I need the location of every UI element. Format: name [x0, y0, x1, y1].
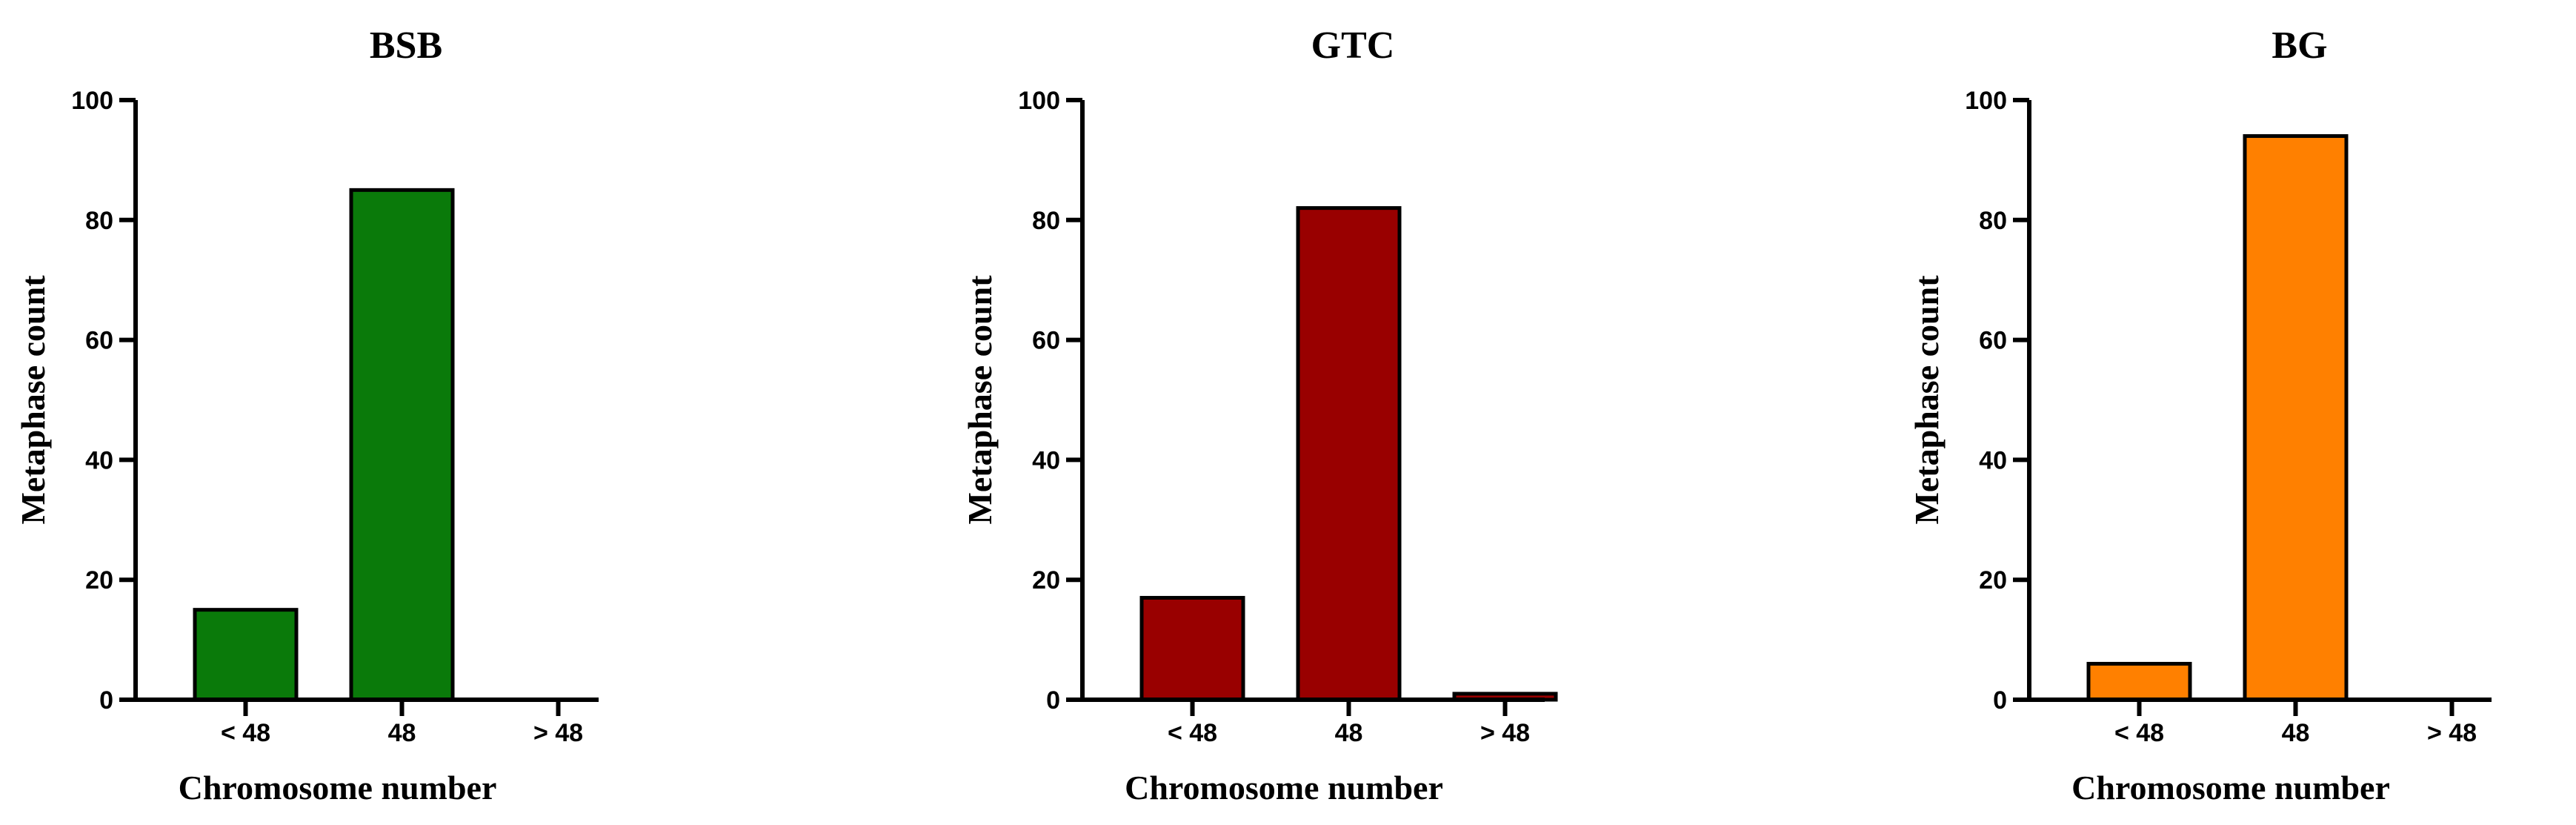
chart-title: BG: [2272, 24, 2327, 67]
y-tick-label: 80: [1979, 207, 2007, 235]
chart-title: GTC: [1311, 24, 1395, 67]
x-tick-label: > 48: [2427, 719, 2477, 747]
y-tick-label: 0: [99, 686, 113, 715]
y-tick-label: 60: [1979, 327, 2007, 355]
chart-panel-bsb: BSB 0 20 40 60 80 100 < 48 48 > 48 Chromosome numb…: [14, 24, 599, 806]
y-tick-label: 100: [71, 87, 113, 115]
y-tick-label: 0: [1046, 686, 1060, 715]
x-axis-label: Chromosome number: [179, 769, 497, 806]
y-axis-label: Metaphase count: [961, 275, 999, 525]
x-tick-label: > 48: [1480, 719, 1530, 747]
y-tick-label: 80: [85, 207, 113, 235]
x-axis-label: Chromosome number: [2071, 769, 2390, 806]
y-tick-label: 20: [85, 566, 113, 594]
y-tick-label: 40: [1032, 446, 1060, 474]
chart-panel-gtc: GTC 0 20 40 60 80 100 < 48 48 > 48 Chromosome numb…: [961, 24, 1558, 806]
x-tick-label: < 48: [221, 719, 270, 747]
chart-panel-bg: BG 0 20 40 60 80 100 < 48 48 > 48 Chromosome numbe…: [1908, 24, 2492, 806]
bar-2: [349, 188, 455, 702]
y-axis-label: Metaphase count: [14, 275, 52, 525]
x-tick-label: < 48: [1168, 719, 1217, 747]
x-tick-label: 48: [2282, 719, 2310, 747]
y-tick-label: 0: [1993, 686, 2007, 715]
bar-2: [2243, 134, 2349, 702]
x-tick-label: > 48: [533, 719, 583, 747]
chart-title: BSB: [370, 24, 442, 67]
bar-1: [193, 608, 299, 702]
bar-1: [2086, 661, 2192, 702]
y-tick-label: 20: [1032, 566, 1060, 594]
x-axis-label: Chromosome number: [1125, 769, 1443, 806]
bar-1: [1139, 595, 1245, 702]
y-tick-label: 80: [1032, 207, 1060, 235]
y-tick-label: 60: [1032, 327, 1060, 355]
y-tick-label: 40: [85, 446, 113, 474]
y-tick-label: 100: [1965, 87, 2007, 115]
x-tick-label: 48: [1335, 719, 1363, 747]
y-tick-label: 100: [1018, 87, 1060, 115]
y-tick-label: 40: [1979, 446, 2007, 474]
bar-2: [1296, 206, 1402, 702]
x-tick-label: < 48: [2114, 719, 2164, 747]
y-tick-label: 20: [1979, 566, 2007, 594]
x-tick-label: 48: [388, 719, 416, 747]
y-axis-label: Metaphase count: [1908, 275, 1946, 525]
y-tick-label: 60: [85, 327, 113, 355]
